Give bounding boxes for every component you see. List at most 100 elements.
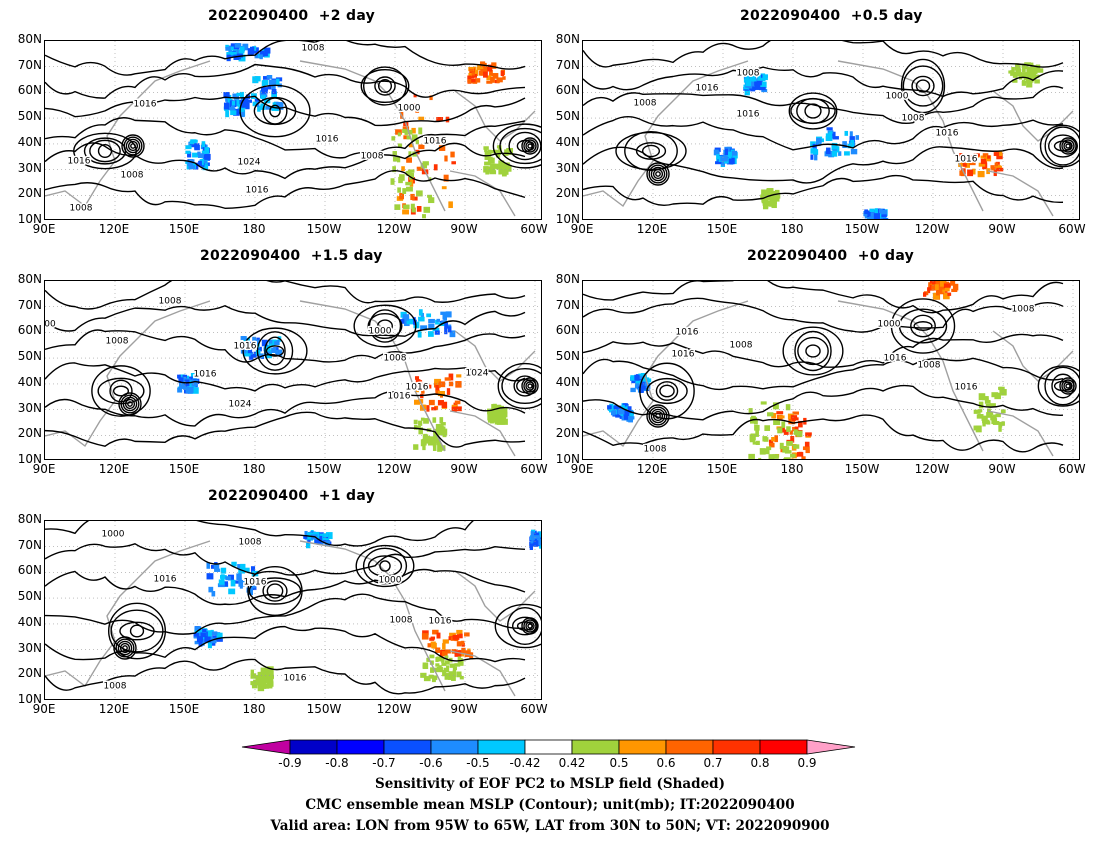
- atlantic-low-isobar: [523, 379, 537, 393]
- shade-cell: [391, 136, 396, 141]
- isobar: [583, 66, 1064, 98]
- shade-cell: [713, 149, 719, 156]
- shade-cell: [444, 327, 448, 335]
- shade-cell: [402, 314, 410, 321]
- shade-cell: [269, 79, 277, 84]
- contour-label: 1008: [384, 354, 407, 364]
- shade-cell: [1032, 74, 1037, 81]
- colorbar-level-label: 0.6: [656, 756, 676, 770]
- shade-cell: [616, 405, 622, 410]
- lon-tick-label: 120E: [98, 462, 130, 476]
- shade-cell: [271, 339, 277, 345]
- shade-cell: [456, 641, 462, 647]
- mslp-contours: [45, 41, 541, 209]
- shade-cell: [431, 407, 437, 411]
- isobar: [583, 281, 1064, 314]
- contour-label: 1024: [466, 369, 489, 379]
- coast-asia: [45, 300, 211, 448]
- closed-isobar: [492, 123, 541, 169]
- shade-cell: [849, 131, 853, 137]
- shade-cell: [474, 78, 481, 83]
- shade-cell: [973, 409, 981, 414]
- lat-tick-label: 40N: [17, 614, 42, 629]
- shade-cell: [642, 375, 647, 382]
- shade-cell: [464, 632, 470, 637]
- shade-cell: [225, 46, 230, 51]
- colorbar-box: [665, 739, 714, 755]
- contour-label: 1016: [246, 186, 269, 196]
- closed-isobar: [374, 76, 396, 96]
- shade-cell: [448, 381, 454, 387]
- shade-cell: [441, 651, 448, 657]
- shade-cell: [406, 157, 412, 163]
- shade-cell: [221, 581, 229, 587]
- sensitivity-shading: [193, 529, 541, 692]
- contour-label: 1016: [884, 354, 907, 364]
- shade-cell: [403, 204, 410, 210]
- shade-cell: [749, 86, 757, 91]
- shade-cell: [993, 152, 1000, 156]
- shade-cell: [257, 346, 262, 352]
- shade-cell: [435, 390, 440, 395]
- shade-cell: [204, 153, 211, 160]
- shade-cell: [757, 75, 765, 81]
- shade-cell: [430, 667, 435, 673]
- shade-cell: [238, 54, 246, 62]
- isobar: [45, 170, 526, 209]
- lon-tick-label: 90E: [32, 702, 56, 716]
- shade-cell: [419, 404, 426, 411]
- shade-cell: [459, 675, 464, 680]
- closed-isobar: [360, 68, 410, 104]
- closed-isobar: [913, 321, 933, 331]
- shade-cell: [869, 216, 876, 219]
- lon-tick-label: 150W: [306, 222, 342, 236]
- lon-tick-label: 90W: [450, 702, 478, 716]
- shade-cell: [185, 150, 191, 154]
- shade-cell: [248, 351, 253, 357]
- shade-cell: [397, 143, 403, 148]
- shade-cell: [927, 287, 931, 294]
- shade-cell: [422, 443, 426, 451]
- shade-cell: [177, 374, 181, 379]
- atlantic-low-isobar: [525, 381, 535, 391]
- atlantic-low-isobar: [1063, 381, 1073, 391]
- shade-cell: [456, 629, 463, 635]
- shade-cell: [421, 389, 425, 394]
- shade-cell: [754, 81, 761, 86]
- shade-cell: [208, 586, 214, 593]
- shade-cell: [423, 206, 431, 213]
- shade-cell: [468, 72, 472, 77]
- shade-cell: [436, 656, 443, 662]
- typhoon-isobar: [122, 645, 128, 651]
- shade-cell: [433, 164, 438, 171]
- contour-label: 1008: [361, 152, 384, 162]
- shade-cell: [882, 209, 888, 215]
- shade-cell: [459, 633, 463, 639]
- shade-cell: [774, 435, 778, 443]
- shade-cell: [408, 143, 413, 148]
- shade-cell: [415, 379, 421, 383]
- shade-cell: [262, 76, 270, 80]
- shade-cell: [936, 286, 943, 294]
- shade-cell: [198, 640, 203, 647]
- map-panel-plus0-5: 1008 1008 1016 1000 1008 1016 1016 1016: [582, 40, 1080, 220]
- lat-tick-label: 10N: [555, 452, 580, 466]
- contour-label: 1008: [70, 204, 93, 214]
- shade-cell: [977, 414, 984, 418]
- colorbar-box: [336, 739, 385, 755]
- shade-cell: [416, 206, 422, 212]
- isobar: [583, 116, 1064, 151]
- lat-tick-label: 70N: [555, 57, 580, 72]
- shade-cell: [418, 316, 425, 322]
- shade-cell: [467, 75, 472, 83]
- shade-cell: [198, 153, 204, 158]
- shade-cell: [238, 579, 245, 584]
- lat-tick-label: 50N: [555, 349, 580, 364]
- shade-cell: [760, 401, 767, 405]
- closed-isobar: [110, 609, 164, 653]
- closed-isobar: [129, 624, 145, 638]
- isobar: [583, 85, 1064, 125]
- shade-cell: [402, 209, 410, 215]
- shade-cell: [264, 47, 271, 54]
- closed-isobar: [805, 344, 821, 358]
